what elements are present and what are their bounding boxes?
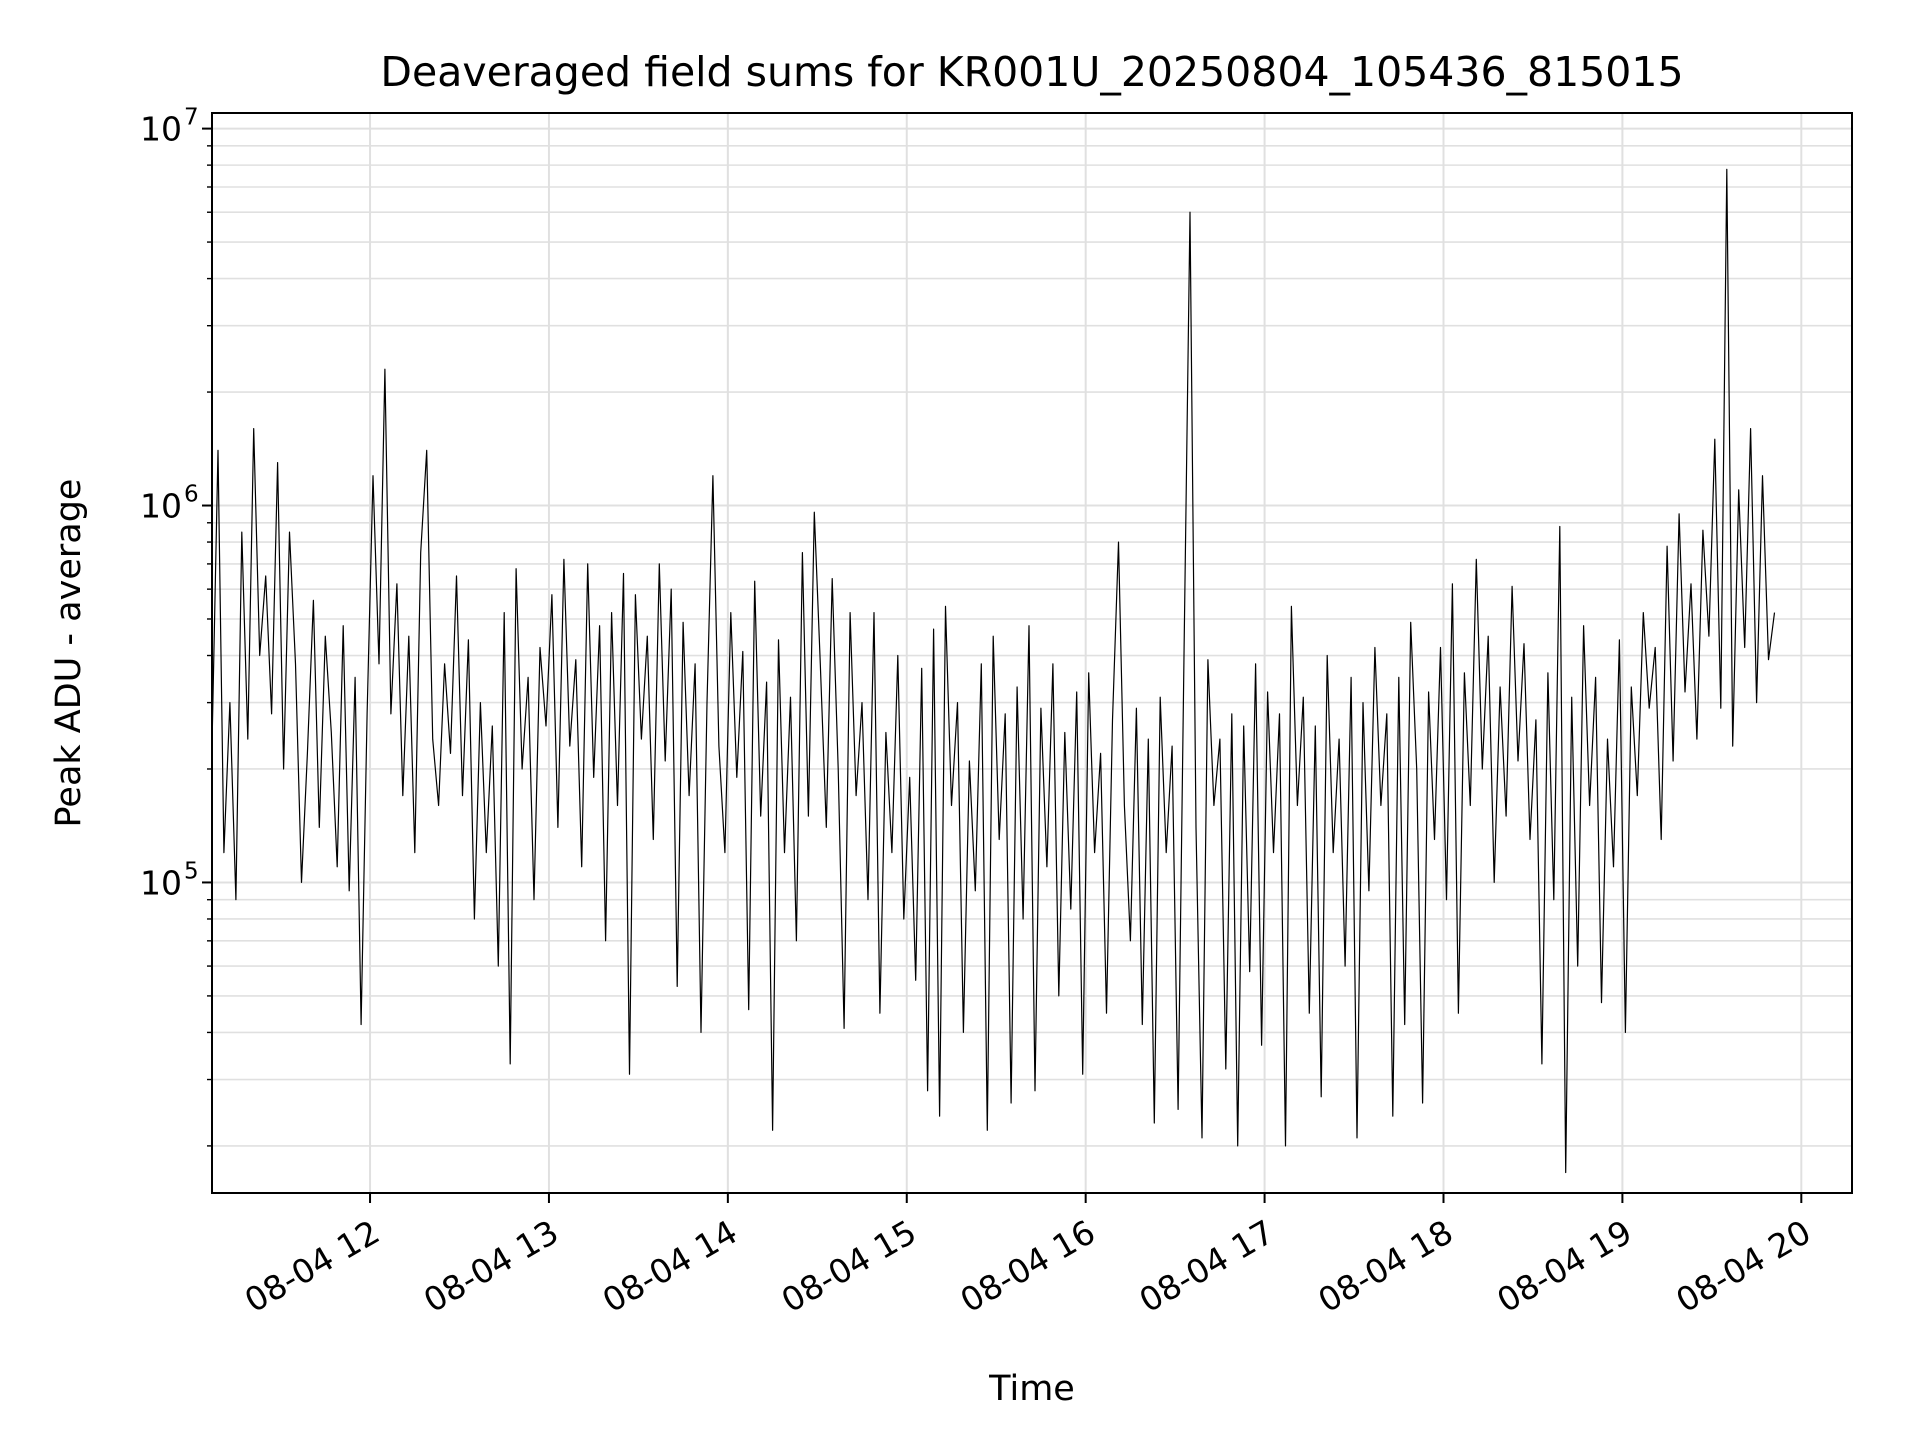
series-line — [211, 168, 1776, 1174]
grid — [212, 113, 1852, 1193]
y-tick-label-exponent: 5 — [184, 858, 199, 884]
series — [211, 168, 1776, 1174]
y-tick-label: 10 — [140, 863, 182, 902]
y-tick-label-exponent: 6 — [184, 482, 199, 508]
y-tick-label: 10 — [140, 487, 182, 526]
plot-frame — [211, 112, 1853, 1194]
y-axis-label: Peak ADU - average — [49, 479, 89, 828]
chart-title: Deaveraged field sums for KR001U_2025080… — [380, 48, 1683, 96]
y-tick-label-exponent: 7 — [184, 105, 199, 131]
x-axis-label: Time — [988, 1369, 1075, 1409]
y-tick-label: 10 — [140, 110, 182, 149]
